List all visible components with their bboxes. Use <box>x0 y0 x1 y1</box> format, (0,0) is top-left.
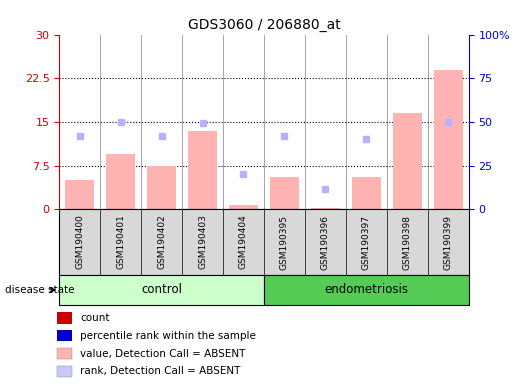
Text: GSM190400: GSM190400 <box>75 215 84 270</box>
Bar <box>393 113 422 209</box>
Bar <box>106 154 135 209</box>
Bar <box>352 177 381 209</box>
Text: GSM190403: GSM190403 <box>198 215 207 270</box>
Bar <box>57 348 72 359</box>
Bar <box>57 312 72 324</box>
Text: GSM190404: GSM190404 <box>239 215 248 269</box>
Bar <box>57 330 72 341</box>
Text: disease state: disease state <box>5 285 75 295</box>
Text: GSM190397: GSM190397 <box>362 215 371 270</box>
Text: GSM190396: GSM190396 <box>321 215 330 270</box>
Text: GSM190395: GSM190395 <box>280 215 289 270</box>
Text: rank, Detection Call = ABSENT: rank, Detection Call = ABSENT <box>80 366 241 376</box>
Bar <box>270 177 299 209</box>
Text: count: count <box>80 313 110 323</box>
Title: GDS3060 / 206880_at: GDS3060 / 206880_at <box>187 18 340 32</box>
Bar <box>57 366 72 377</box>
Bar <box>434 70 462 209</box>
Bar <box>188 131 217 209</box>
Bar <box>147 166 176 209</box>
Bar <box>59 275 264 305</box>
Text: endometriosis: endometriosis <box>324 283 408 296</box>
Text: control: control <box>141 283 182 296</box>
Text: GSM190401: GSM190401 <box>116 215 125 270</box>
Bar <box>229 205 258 209</box>
Text: value, Detection Call = ABSENT: value, Detection Call = ABSENT <box>80 349 246 359</box>
Text: GSM190398: GSM190398 <box>403 215 411 270</box>
Text: percentile rank within the sample: percentile rank within the sample <box>80 331 256 341</box>
Text: GSM190402: GSM190402 <box>157 215 166 269</box>
Bar <box>264 275 469 305</box>
Text: GSM190399: GSM190399 <box>444 215 453 270</box>
Bar <box>65 180 94 209</box>
Bar <box>311 207 340 209</box>
